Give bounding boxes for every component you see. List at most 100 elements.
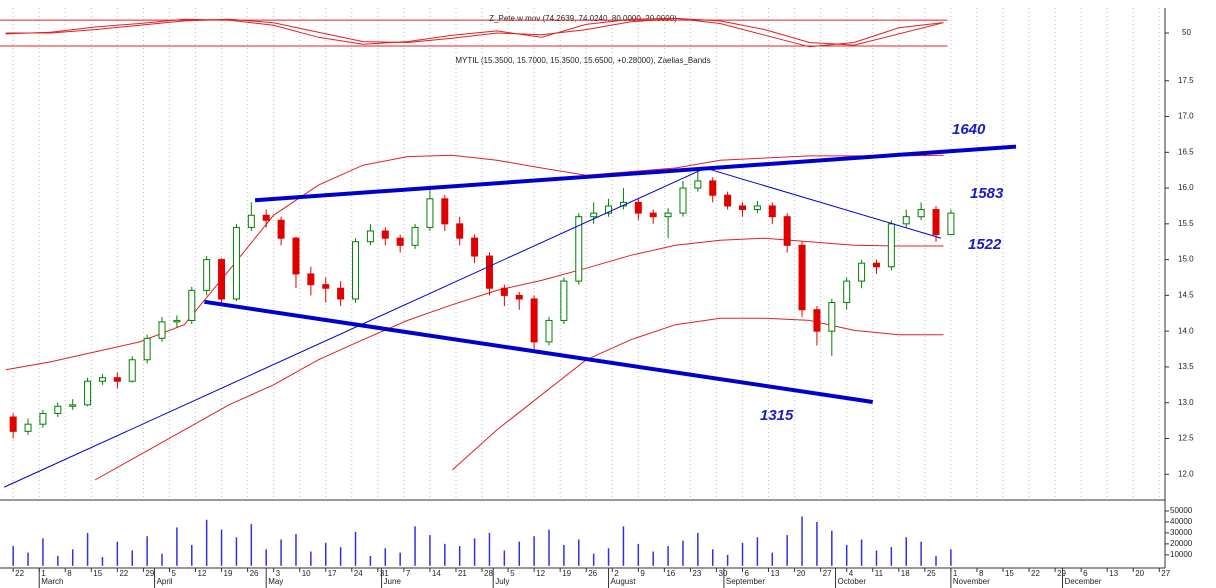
y-tick-label: 50 xyxy=(1182,28,1191,37)
candle-body xyxy=(530,298,538,343)
trend-line xyxy=(254,144,1017,203)
month-label: May xyxy=(268,577,283,586)
candle-body xyxy=(649,212,657,218)
candle-body xyxy=(292,237,300,275)
x-tick-label: 5 xyxy=(510,569,515,578)
y-tick-label: 40000 xyxy=(1170,517,1193,526)
candle-body xyxy=(798,244,806,311)
indicator-line xyxy=(5,17,944,48)
x-tick-label: 19 xyxy=(224,569,233,578)
y-tick-label: 20000 xyxy=(1170,539,1193,548)
y-tick-label: 12.5 xyxy=(1178,434,1194,443)
x-tick-label: 7 xyxy=(406,569,411,578)
candle-body xyxy=(24,423,32,432)
month-label: April xyxy=(157,577,173,586)
candle-body xyxy=(218,259,226,300)
month-label: March xyxy=(41,577,63,586)
x-tick-label: 12 xyxy=(198,569,207,578)
x-tick-label: 1 xyxy=(41,569,46,578)
candle-body xyxy=(560,280,568,321)
x-tick-label: 6 xyxy=(745,569,750,578)
candle-body xyxy=(322,284,330,289)
y-tick-label: 13.5 xyxy=(1178,362,1194,371)
x-tick-label: 8 xyxy=(979,569,984,578)
candle-body xyxy=(887,223,895,268)
candle-body xyxy=(337,287,345,300)
x-tick-label: 27 xyxy=(1161,569,1170,578)
candle-body xyxy=(858,262,866,282)
candle-body xyxy=(69,404,77,407)
x-tick-label: 29 xyxy=(145,569,154,578)
candle-body xyxy=(679,187,687,214)
x-tick-label: 23 xyxy=(692,569,701,578)
candle-body xyxy=(232,226,240,300)
month-label: August xyxy=(611,577,637,586)
candle-body xyxy=(143,337,151,361)
candle-body xyxy=(262,214,270,221)
candle-body xyxy=(366,230,374,243)
x-tick-label: 15 xyxy=(93,569,102,578)
month-label: July xyxy=(495,577,509,586)
trend-line xyxy=(4,167,706,488)
candle-body xyxy=(456,223,464,239)
x-tick-label: 25 xyxy=(927,569,936,578)
annotation: 1315 xyxy=(760,407,794,424)
candle-body xyxy=(634,201,642,214)
candle-body xyxy=(590,212,598,218)
x-tick-label: 27 xyxy=(823,569,832,578)
x-tick-label: 22 xyxy=(1031,569,1040,578)
y-tick-label: 13.0 xyxy=(1178,398,1194,407)
candle-body xyxy=(605,205,613,214)
y-tick-label: 12.0 xyxy=(1178,469,1194,478)
candle-body xyxy=(277,219,285,239)
annotation: 1522 xyxy=(968,236,1002,253)
candle-body xyxy=(381,230,389,239)
candle-body xyxy=(173,319,181,323)
candle-body xyxy=(545,319,553,343)
trend-line xyxy=(705,167,941,239)
month-label: September xyxy=(726,577,765,586)
band-line xyxy=(94,237,944,481)
candle-body xyxy=(947,212,955,236)
candle-body xyxy=(426,198,434,228)
y-tick-label: 16.5 xyxy=(1178,147,1194,156)
candle-body xyxy=(39,412,47,425)
candle-body xyxy=(872,262,880,268)
x-tick-label: 20 xyxy=(797,569,806,578)
y-tick-label: 30000 xyxy=(1170,528,1193,537)
y-tick-label: 50000 xyxy=(1170,506,1193,515)
x-tick-label: 15 xyxy=(1005,569,1014,578)
x-tick-label: 4 xyxy=(849,569,854,578)
candle-body xyxy=(441,198,449,225)
indicator-line xyxy=(5,17,944,46)
candle-body xyxy=(128,359,136,382)
x-tick-label: 30 xyxy=(718,569,727,578)
x-tick-label: 26 xyxy=(588,569,597,578)
y-tick-label: 17.5 xyxy=(1178,76,1194,85)
y-tick-label: 15.5 xyxy=(1178,219,1194,228)
x-tick-label: 22 xyxy=(119,569,128,578)
candle-body xyxy=(471,237,479,257)
x-tick-label: 2 xyxy=(614,569,619,578)
indicator-title: Z_Pete w mov (74.2639, 74.0240, 80.0000,… xyxy=(489,14,677,23)
x-tick-label: 31 xyxy=(380,569,389,578)
x-tick-label: 26 xyxy=(250,569,259,578)
candle-body xyxy=(188,289,196,321)
candle-body xyxy=(813,309,821,332)
x-tick-label: 29 xyxy=(1057,569,1066,578)
y-tick-label: 15.0 xyxy=(1178,255,1194,264)
x-tick-label: 12 xyxy=(536,569,545,578)
candle-body xyxy=(768,205,776,218)
candle-body xyxy=(575,216,583,282)
y-tick-label: 14.0 xyxy=(1178,326,1194,335)
candle-body xyxy=(485,255,493,289)
x-tick-label: 18 xyxy=(901,569,910,578)
candle-body xyxy=(307,273,315,286)
candle-body xyxy=(709,180,717,196)
x-tick-label: 21 xyxy=(458,569,467,578)
x-tick-label: 16 xyxy=(666,569,675,578)
candle-body xyxy=(98,377,106,382)
